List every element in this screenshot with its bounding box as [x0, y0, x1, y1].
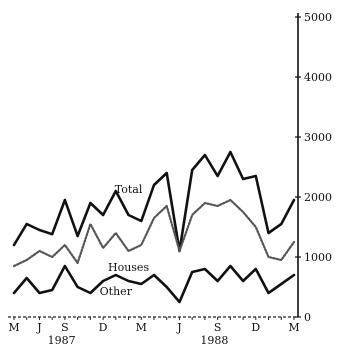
y-tick-label: 0 — [304, 311, 311, 324]
x-tick-label: J — [36, 321, 41, 334]
chart-series — [12, 150, 296, 304]
x-tick-label: S — [214, 321, 222, 334]
x-tick-label: D — [99, 321, 108, 334]
series-label-other: Other — [100, 285, 133, 298]
year-label: 1987 — [48, 334, 76, 347]
x-tick-label: D — [251, 321, 260, 334]
series-label-houses: Houses — [108, 261, 149, 274]
x-tick-label: J — [176, 321, 181, 334]
series-label-total: Total — [115, 183, 143, 196]
x-tick-label: M — [136, 321, 147, 334]
y-tick-label: 4000 — [304, 71, 332, 84]
y-tick-label: 3000 — [304, 131, 332, 144]
year-label: 1988 — [200, 334, 228, 347]
x-tick-label: S — [61, 321, 69, 334]
chart-axes: 0 1000 2000 3000 4000 5000 — [8, 11, 332, 324]
chart-labels: M J S D M J S D M 1987 1988 Total Houses Other — [8, 183, 299, 347]
x-tick-label: M — [8, 321, 19, 334]
y-tick-label: 1000 — [304, 251, 332, 264]
series-line-houses — [12, 198, 296, 268]
y-tick-label: 5000 — [304, 11, 332, 24]
series-line-total — [12, 150, 296, 253]
series-line-other — [12, 264, 296, 304]
x-tick-label: M — [288, 321, 299, 334]
y-tick-label: 2000 — [304, 191, 332, 204]
